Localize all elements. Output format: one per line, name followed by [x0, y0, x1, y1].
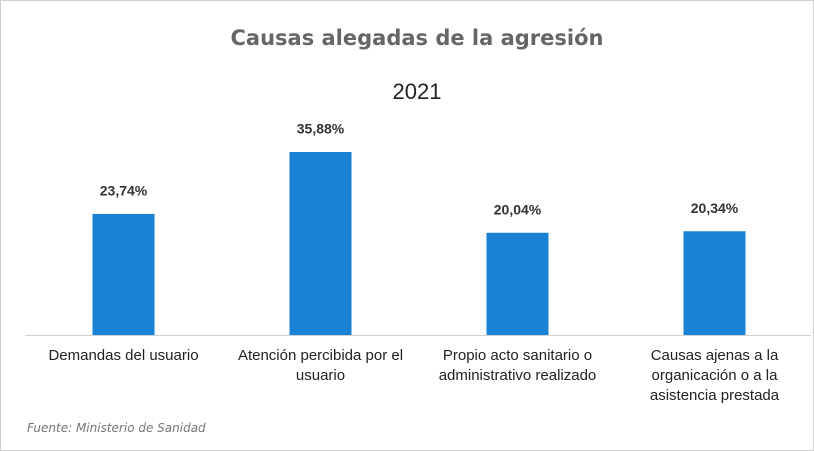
bar — [289, 152, 352, 335]
value-label: 20,04% — [494, 201, 542, 217]
bar — [486, 232, 549, 335]
bar — [683, 231, 746, 335]
value-label: 23,74% — [100, 183, 148, 199]
value-label: 20,34% — [691, 200, 739, 216]
source-note: Fuente: Ministerio de Sanidad — [27, 421, 206, 435]
x-tick-label: Propio acto sanitario o administrativo r… — [438, 347, 597, 384]
chart-title: Causas alegadas de la agresión — [231, 26, 604, 50]
chart-subtitle: 2021 — [393, 79, 442, 104]
value-label: 35,88% — [297, 121, 345, 137]
x-tick-label: Causas ajenas a la organicación o a la a… — [649, 347, 780, 404]
x-tick-label: Demandas del usuario — [48, 347, 199, 364]
bar — [92, 213, 155, 335]
x-tick-label: Atención percibida por el usuario — [237, 347, 404, 384]
